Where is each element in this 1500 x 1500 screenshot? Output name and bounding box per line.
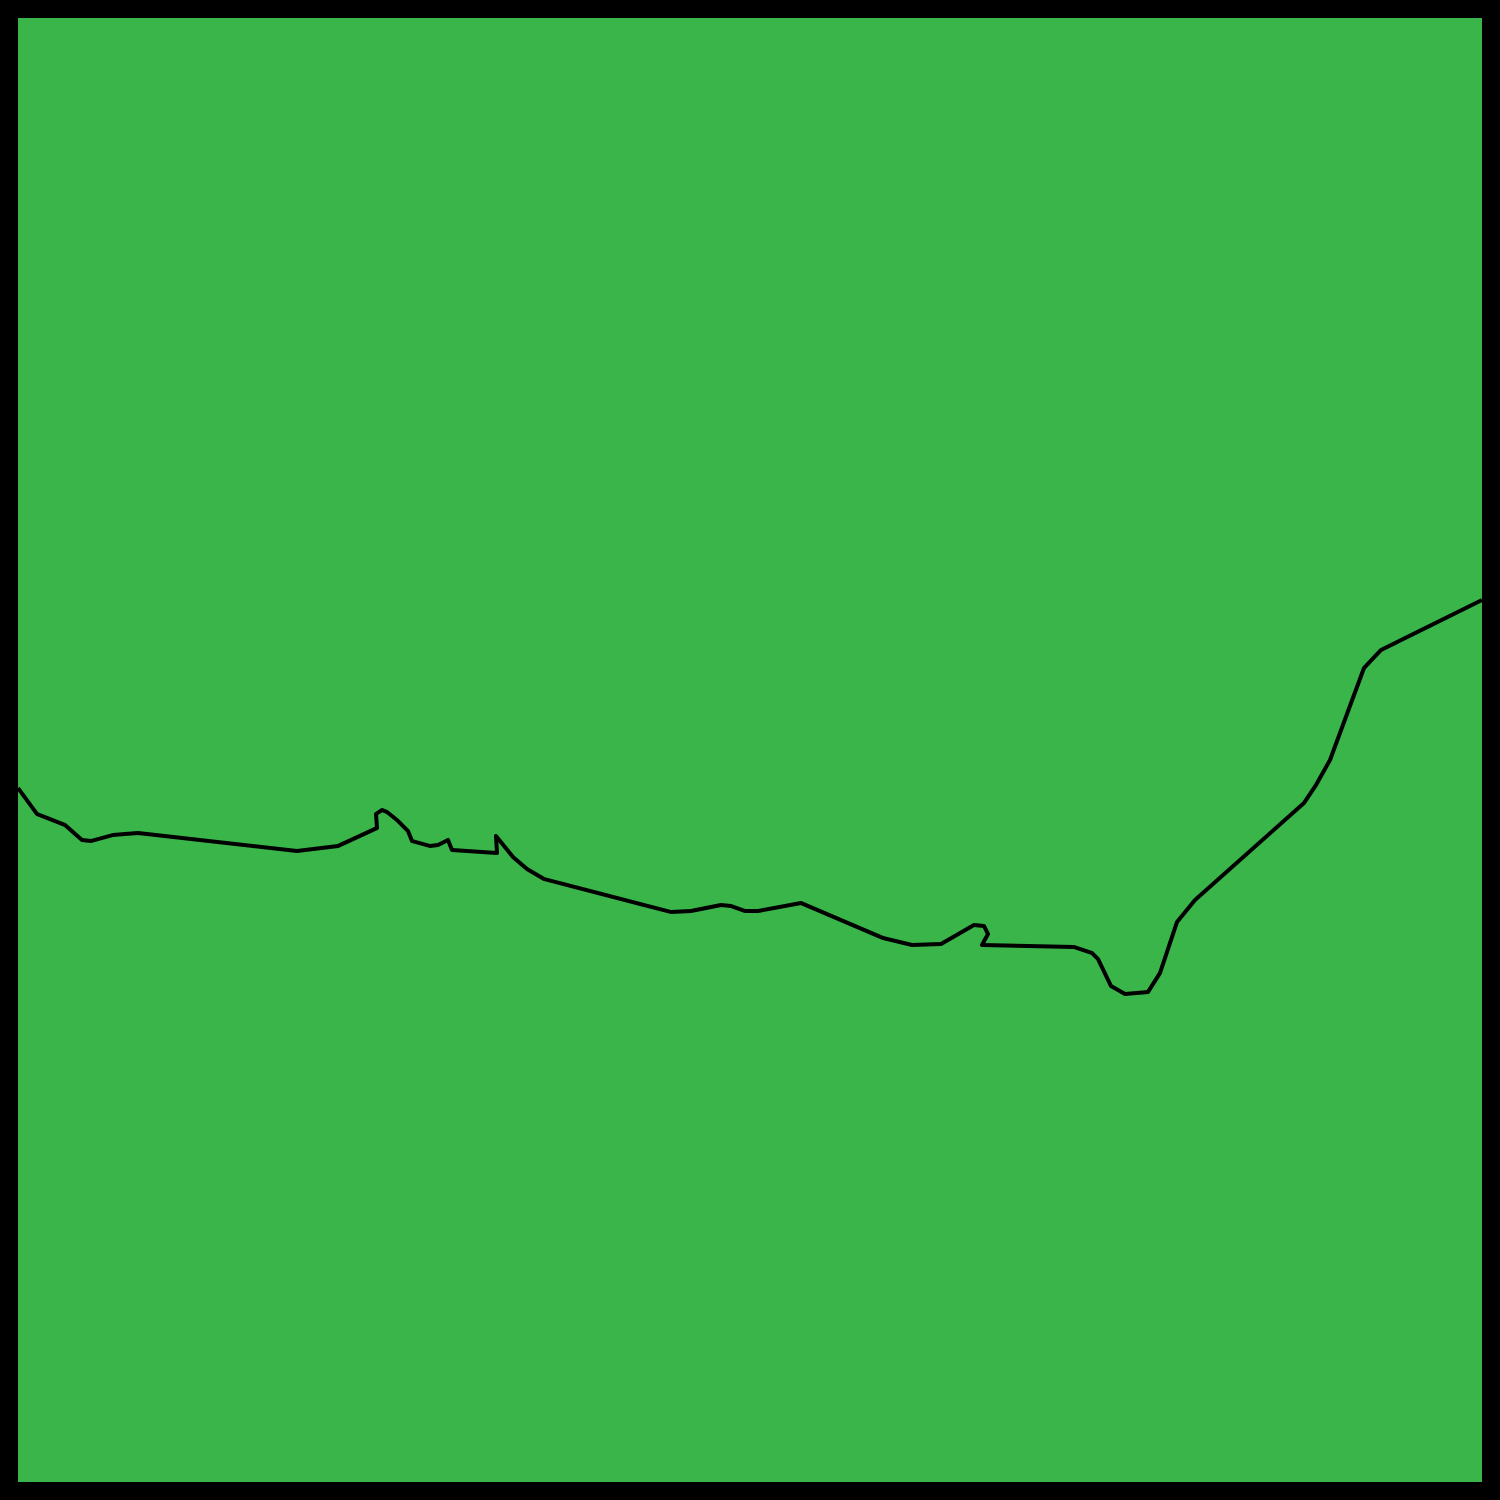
border-line xyxy=(16,598,1483,996)
region-north[interactable] xyxy=(18,18,1482,994)
region-south[interactable] xyxy=(18,600,1482,1482)
